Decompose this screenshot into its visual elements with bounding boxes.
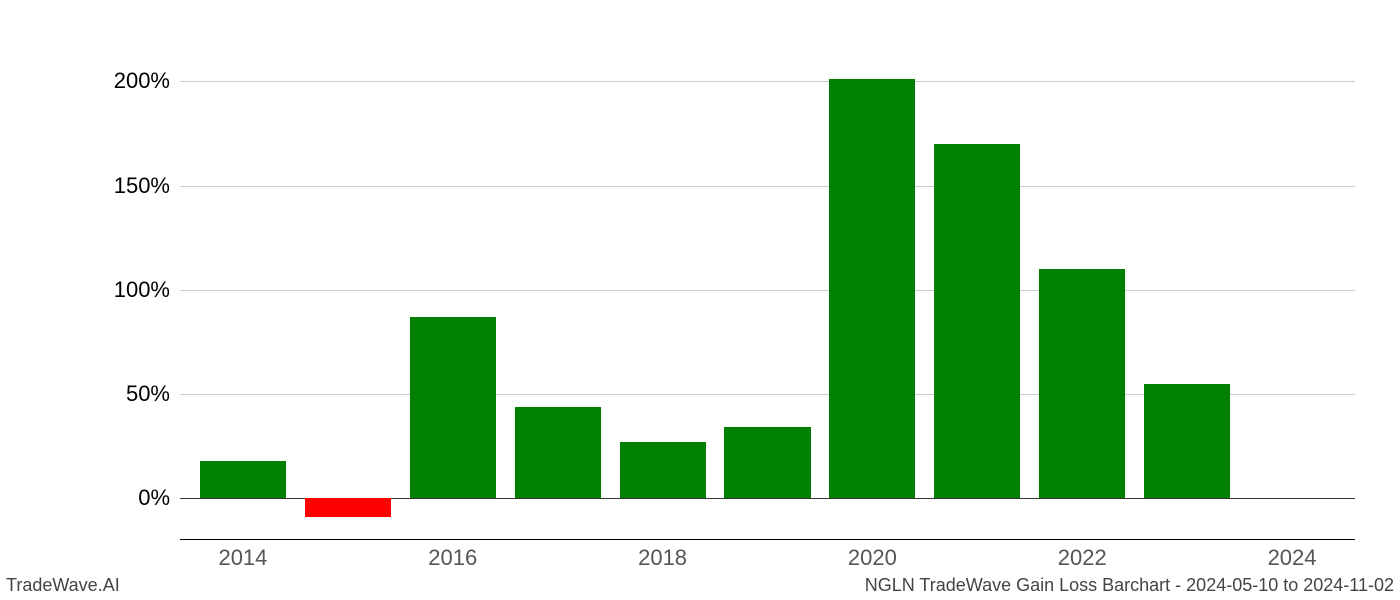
chart-container (180, 50, 1355, 540)
x-tick-label: 2020 (848, 545, 897, 571)
y-tick-label: 100% (114, 277, 170, 303)
bar (829, 79, 915, 498)
bar (305, 498, 391, 517)
bar (934, 144, 1020, 498)
grid-line (180, 186, 1355, 187)
bar (200, 461, 286, 499)
bar (724, 427, 810, 498)
footer-brand: TradeWave.AI (6, 575, 120, 596)
x-tick-label: 2022 (1058, 545, 1107, 571)
bar (410, 317, 496, 498)
x-tick-label: 2024 (1268, 545, 1317, 571)
grid-line (180, 290, 1355, 291)
x-tick-label: 2016 (428, 545, 477, 571)
plot-area (180, 50, 1355, 540)
y-tick-label: 50% (126, 381, 170, 407)
x-tick-label: 2018 (638, 545, 687, 571)
bar (1144, 384, 1230, 499)
y-tick-label: 200% (114, 68, 170, 94)
y-tick-label: 150% (114, 173, 170, 199)
y-tick-label: 0% (138, 485, 170, 511)
bar (1039, 269, 1125, 498)
x-tick-label: 2014 (218, 545, 267, 571)
grid-line (180, 81, 1355, 82)
bar (515, 407, 601, 499)
footer-caption: NGLN TradeWave Gain Loss Barchart - 2024… (865, 575, 1394, 596)
bar (620, 442, 706, 498)
